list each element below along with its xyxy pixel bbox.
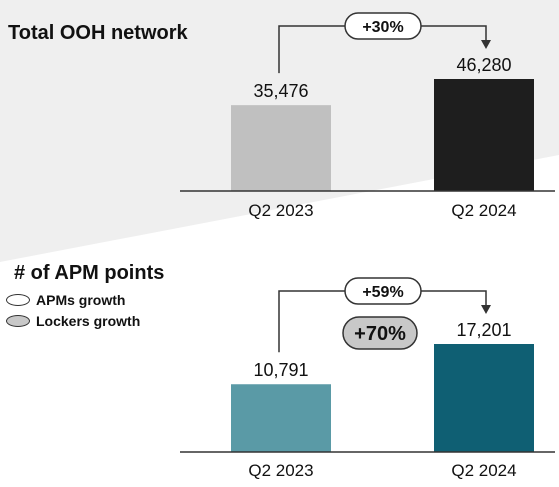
chart-2-title: # of APM points: [14, 262, 165, 284]
apm-value-label-q2-2024: 17,201: [456, 320, 511, 340]
apm-bar-q2-2023: [231, 384, 331, 452]
ooh-growth-arrow-icon: [481, 40, 491, 49]
chart-1-title: Total OOH network: [8, 22, 188, 44]
ooh-growth-pill: [344, 12, 422, 40]
apm-growth-label: +59%: [362, 284, 403, 301]
legend-lockers-growth: Lockers growth: [6, 312, 140, 330]
ooh-value-label-q2-2023: 35,476: [253, 81, 308, 101]
ooh-bar-q2-2024: [434, 79, 534, 191]
ooh-bar-q2-2023: [231, 105, 331, 191]
ooh-category-label-q2-2023: Q2 2023: [248, 201, 313, 220]
apm-lockers-growth-pill: [342, 316, 418, 350]
legend-apms-label: APMs growth: [36, 292, 126, 308]
legend-lockers-swatch: [6, 315, 30, 327]
legend-apms-growth: APMs growth: [6, 291, 125, 309]
apm-growth-pill: [344, 277, 422, 305]
apm-value-label-q2-2023: 10,791: [253, 360, 308, 380]
apm-category-label-q2-2023: Q2 2023: [248, 461, 313, 480]
apm-growth-arrow-icon: [481, 305, 491, 314]
apm-category-label-q2-2024: Q2 2024: [451, 461, 516, 480]
apm-lockers-growth-label: +70%: [354, 323, 406, 345]
ooh-growth-label: +30%: [362, 19, 403, 36]
ooh-value-label-q2-2024: 46,280: [456, 55, 511, 75]
legend-lockers-label: Lockers growth: [36, 313, 141, 329]
apm-bar-q2-2024: [434, 344, 534, 452]
ooh-category-label-q2-2024: Q2 2024: [451, 201, 516, 220]
legend-apms-swatch: [6, 294, 30, 306]
